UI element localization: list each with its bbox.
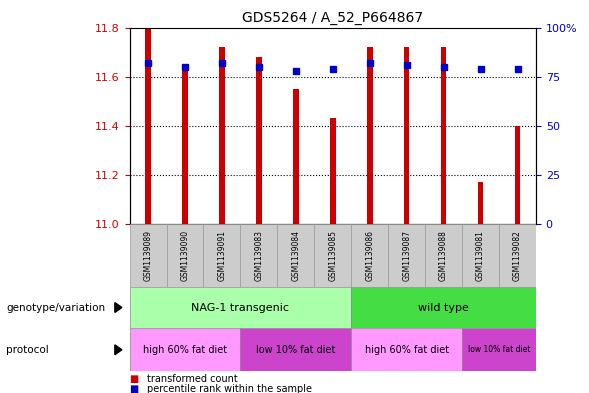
Text: GSM1139082: GSM1139082: [513, 230, 522, 281]
Text: GSM1139088: GSM1139088: [439, 230, 448, 281]
Bar: [351, 224, 388, 287]
Bar: [182, 69, 188, 224]
Bar: [130, 224, 167, 287]
Bar: [404, 47, 409, 224]
Bar: [462, 328, 536, 371]
Text: GSM1139091: GSM1139091: [217, 230, 226, 281]
Bar: [130, 328, 240, 371]
Bar: [145, 28, 151, 224]
Text: GSM1139083: GSM1139083: [254, 230, 263, 281]
Bar: [351, 328, 462, 371]
Text: wild type: wild type: [418, 303, 469, 312]
Bar: [330, 118, 336, 224]
Bar: [293, 89, 299, 224]
Text: GSM1139090: GSM1139090: [180, 230, 190, 281]
Bar: [130, 287, 351, 328]
Bar: [256, 57, 262, 224]
Text: NAG-1 transgenic: NAG-1 transgenic: [191, 303, 289, 312]
Text: protocol: protocol: [6, 345, 49, 355]
Bar: [277, 224, 315, 287]
Text: GSM1139087: GSM1139087: [402, 230, 411, 281]
Bar: [441, 47, 446, 224]
Text: GSM1139085: GSM1139085: [328, 230, 337, 281]
Bar: [315, 224, 351, 287]
Text: ■: ■: [130, 384, 139, 393]
Text: transformed count: transformed count: [147, 374, 238, 384]
Bar: [425, 224, 462, 287]
Bar: [367, 47, 372, 224]
Text: genotype/variation: genotype/variation: [6, 303, 105, 312]
Bar: [388, 224, 425, 287]
Text: high 60% fat diet: high 60% fat diet: [365, 345, 449, 355]
Text: GSM1139086: GSM1139086: [365, 230, 374, 281]
Text: low 10% fat diet: low 10% fat diet: [468, 345, 530, 354]
Bar: [167, 224, 203, 287]
Bar: [240, 224, 277, 287]
Text: GSM1139081: GSM1139081: [476, 230, 485, 281]
Bar: [478, 182, 484, 224]
Bar: [219, 47, 225, 224]
Text: GSM1139089: GSM1139089: [144, 230, 153, 281]
Bar: [515, 126, 520, 224]
Bar: [203, 224, 240, 287]
Bar: [240, 328, 351, 371]
Bar: [351, 287, 536, 328]
Text: GSM1139084: GSM1139084: [292, 230, 300, 281]
Bar: [499, 224, 536, 287]
Text: ■: ■: [130, 374, 139, 384]
Text: low 10% fat diet: low 10% fat diet: [256, 345, 336, 355]
Text: high 60% fat diet: high 60% fat diet: [143, 345, 227, 355]
Bar: [462, 224, 499, 287]
Text: percentile rank within the sample: percentile rank within the sample: [147, 384, 312, 393]
Title: GDS5264 / A_52_P664867: GDS5264 / A_52_P664867: [242, 11, 423, 25]
